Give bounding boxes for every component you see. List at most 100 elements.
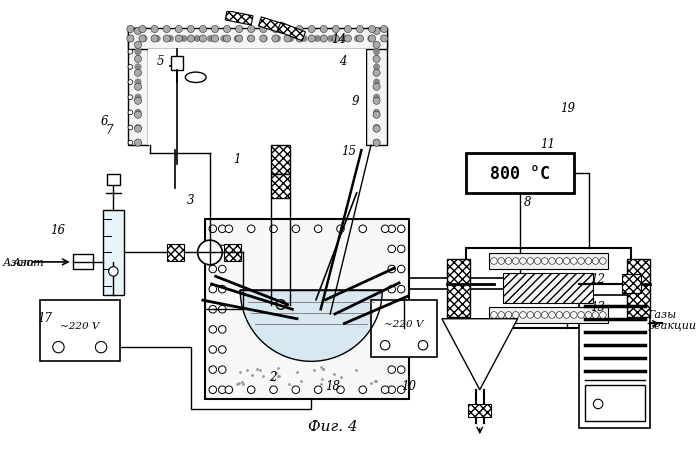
Circle shape [301, 36, 308, 43]
Circle shape [219, 306, 226, 313]
Circle shape [175, 36, 182, 43]
Circle shape [187, 36, 194, 43]
Circle shape [498, 312, 505, 318]
Bar [206, 220, 409, 399]
Circle shape [388, 346, 396, 354]
Circle shape [247, 36, 254, 43]
Text: 10: 10 [401, 379, 416, 392]
Circle shape [287, 36, 294, 43]
Bar [148, 50, 366, 146]
Circle shape [373, 140, 380, 147]
Circle shape [418, 341, 428, 350]
Circle shape [512, 312, 519, 318]
Bar [622, 275, 641, 294]
Circle shape [135, 49, 141, 56]
Circle shape [380, 36, 388, 43]
Text: 7: 7 [106, 124, 113, 137]
Bar [103, 210, 124, 295]
Circle shape [95, 342, 107, 353]
Ellipse shape [185, 73, 206, 83]
Circle shape [140, 36, 147, 43]
Circle shape [380, 341, 390, 350]
Circle shape [292, 386, 300, 394]
Circle shape [398, 306, 405, 313]
Circle shape [542, 312, 548, 318]
Circle shape [527, 312, 533, 318]
Text: 14: 14 [331, 33, 347, 46]
Circle shape [128, 96, 133, 100]
Circle shape [398, 226, 405, 233]
Circle shape [135, 125, 141, 132]
Polygon shape [240, 291, 382, 362]
Circle shape [549, 312, 556, 318]
Circle shape [373, 49, 380, 56]
Circle shape [199, 36, 206, 43]
Circle shape [491, 258, 497, 265]
Circle shape [296, 26, 303, 33]
Circle shape [163, 36, 171, 43]
Circle shape [224, 26, 231, 33]
Circle shape [308, 36, 315, 43]
Circle shape [151, 36, 158, 43]
Circle shape [308, 26, 315, 33]
Circle shape [274, 36, 280, 43]
Bar [259, 18, 287, 35]
Circle shape [398, 386, 405, 394]
Circle shape [198, 241, 222, 265]
Text: Фиг. 4: Фиг. 4 [308, 419, 358, 433]
Text: 16: 16 [50, 223, 66, 236]
Circle shape [260, 26, 267, 33]
Bar [468, 404, 491, 417]
Bar [271, 175, 290, 198]
Circle shape [180, 36, 187, 43]
Circle shape [332, 36, 340, 43]
Circle shape [209, 326, 217, 333]
Circle shape [270, 386, 278, 394]
Circle shape [592, 312, 599, 318]
Bar [128, 29, 148, 146]
Text: ~220 V: ~220 V [384, 319, 424, 328]
Text: 8: 8 [524, 196, 531, 208]
Text: 9: 9 [352, 95, 359, 108]
Circle shape [373, 95, 380, 101]
Circle shape [134, 70, 142, 77]
Circle shape [592, 258, 599, 265]
Bar [366, 29, 387, 146]
Circle shape [373, 79, 380, 86]
Circle shape [128, 65, 133, 70]
Circle shape [556, 312, 563, 318]
Text: 17: 17 [37, 311, 52, 324]
Circle shape [260, 36, 267, 43]
Circle shape [382, 226, 389, 233]
Circle shape [388, 366, 396, 373]
Circle shape [139, 36, 146, 43]
Circle shape [209, 246, 217, 253]
Bar [107, 175, 120, 186]
Text: Азот: Азот [3, 258, 34, 267]
Circle shape [315, 386, 322, 394]
Circle shape [247, 36, 255, 43]
Circle shape [134, 42, 142, 49]
Bar [40, 300, 120, 362]
Circle shape [134, 28, 142, 36]
Circle shape [284, 26, 291, 33]
Circle shape [388, 326, 396, 333]
Text: Азот: Азот [13, 258, 45, 267]
Circle shape [345, 26, 352, 33]
Circle shape [381, 36, 387, 43]
Circle shape [556, 258, 563, 265]
Circle shape [134, 126, 142, 133]
Circle shape [327, 36, 334, 43]
Circle shape [314, 36, 321, 43]
Circle shape [388, 246, 396, 253]
Circle shape [373, 98, 380, 105]
Text: 12: 12 [590, 272, 605, 285]
Text: 19: 19 [560, 101, 575, 115]
Circle shape [498, 258, 505, 265]
Text: 3: 3 [187, 193, 194, 207]
Circle shape [221, 36, 227, 43]
Circle shape [128, 141, 133, 146]
Circle shape [128, 111, 133, 115]
Bar [171, 57, 183, 70]
Bar [371, 300, 437, 357]
